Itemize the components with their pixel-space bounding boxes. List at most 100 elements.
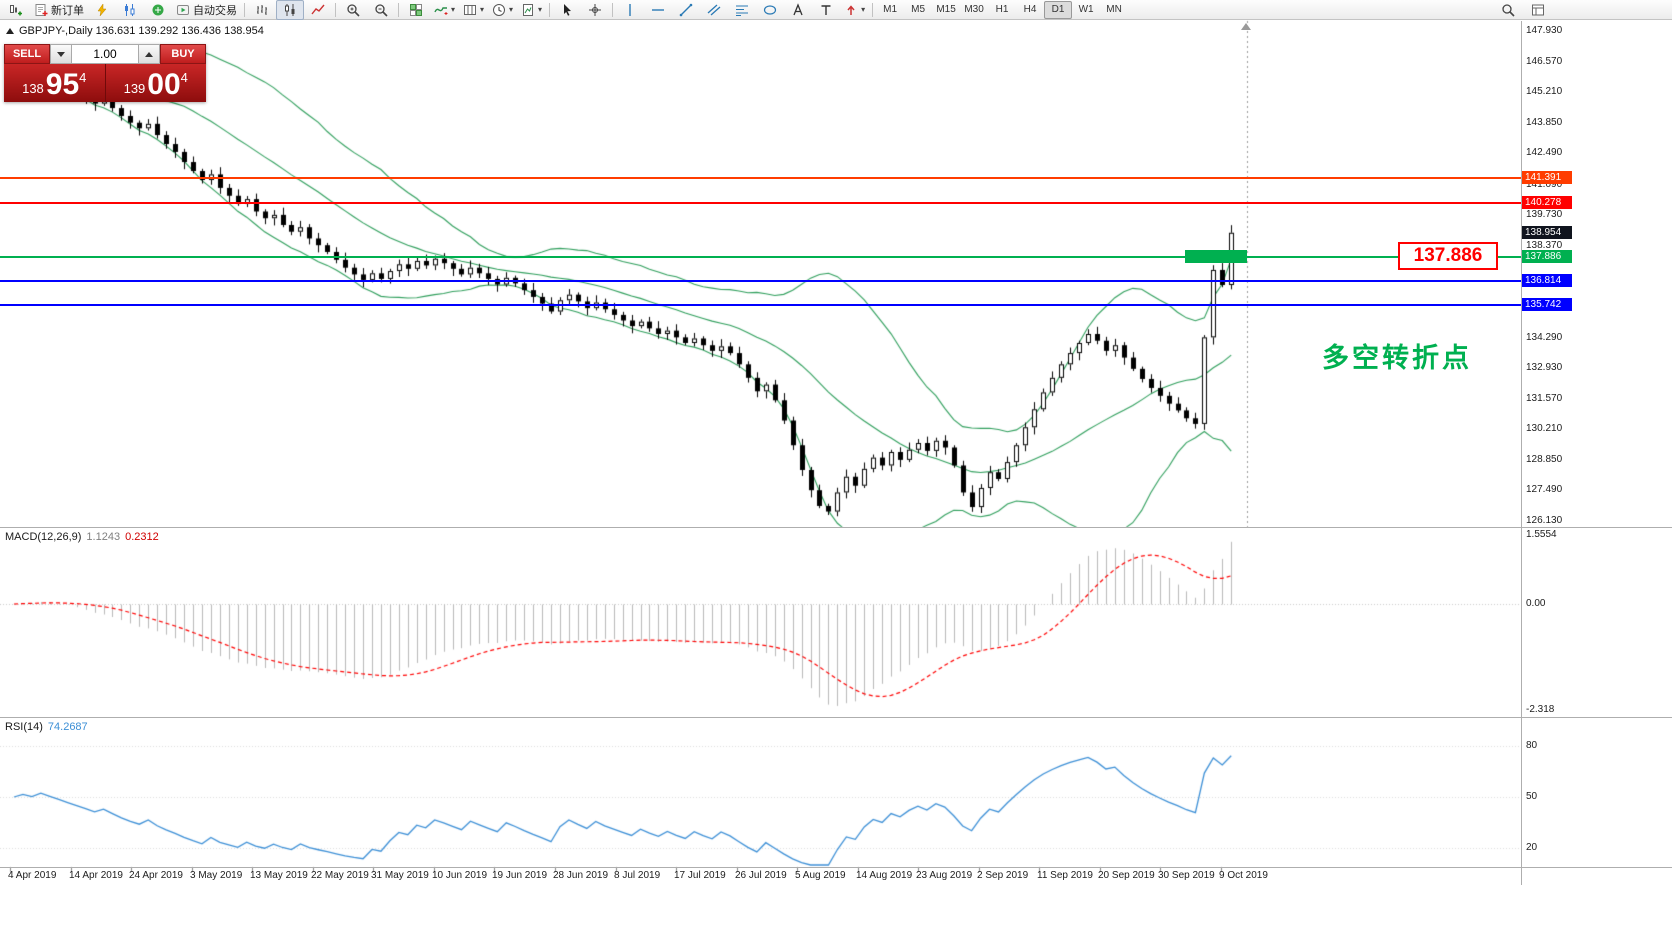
new-chart-button[interactable] <box>2 0 30 20</box>
date-axis-label[interactable]: 24 Apr 2019 <box>129 870 183 881</box>
chart-info-line: GBPJPY-,Daily 136.631 139.292 136.436 13… <box>6 25 264 37</box>
rsi-panel-separator[interactable] <box>0 717 1672 718</box>
cursor-tool-button[interactable] <box>553 0 581 20</box>
price-scale-label: 146.570 <box>1526 56 1563 67</box>
dropdown-caret-icon[interactable]: ▾ <box>538 4 543 14</box>
resistance-141-391-line[interactable] <box>0 177 1521 179</box>
market-watch-button[interactable] <box>116 0 144 20</box>
date-axis-label[interactable]: 31 May 2019 <box>371 870 429 881</box>
tile-windows-button[interactable] <box>402 0 430 20</box>
date-axis-label[interactable]: 13 May 2019 <box>250 870 308 881</box>
timeframe-m15-button[interactable]: M15 <box>936 4 956 15</box>
oneclick-collapse-icon[interactable] <box>6 28 14 34</box>
date-axis-label[interactable]: 19 Jun 2019 <box>492 870 548 881</box>
zoom-in-button[interactable] <box>339 0 367 20</box>
fibonacci-tool-button[interactable] <box>728 0 756 20</box>
pivot-137-886-price-tag: 137.886 <box>1522 250 1572 263</box>
line-chart-mode-button[interactable] <box>304 0 332 20</box>
highlight-rectangle[interactable] <box>1185 250 1247 263</box>
macd-panel-separator[interactable] <box>0 527 1672 528</box>
trendline-tool-button[interactable] <box>672 0 700 20</box>
vertical-line-tool-button[interactable] <box>616 0 644 20</box>
navigator-button[interactable] <box>144 0 172 20</box>
data-window-button[interactable] <box>1524 0 1552 20</box>
date-axis-label[interactable]: 4 Apr 2019 <box>8 870 57 881</box>
dropdown-caret-icon[interactable]: ▾ <box>480 4 485 14</box>
support-135-742-line[interactable] <box>0 304 1521 306</box>
candlestick-mode-button[interactable] <box>276 0 304 20</box>
timeframe-d1-button[interactable]: D1 <box>1044 0 1073 19</box>
date-axis-label[interactable]: 30 Sep 2019 <box>1158 870 1215 881</box>
sell-price-display[interactable]: 138 95 4 <box>4 64 105 102</box>
auto-trading-button[interactable]: 自动交易 <box>172 0 241 20</box>
cursor-icon <box>560 3 574 17</box>
templates-menu-button[interactable]: ▾ <box>517 0 546 20</box>
horizontal-line-tool-button[interactable] <box>644 0 672 20</box>
date-axis-label[interactable]: 22 May 2019 <box>311 870 369 881</box>
volume-input[interactable] <box>72 44 138 64</box>
dropdown-caret-icon[interactable]: ▾ <box>451 4 456 14</box>
resistance-140-278-line[interactable] <box>0 202 1521 204</box>
volume-increase-button[interactable] <box>138 44 160 64</box>
date-axis-label[interactable]: 5 Aug 2019 <box>795 870 846 881</box>
date-axis-label[interactable]: 9 Oct 2019 <box>1219 870 1268 881</box>
timeframe-m30-button[interactable]: M30 <box>964 4 984 15</box>
price-scale-separator[interactable] <box>1521 21 1522 885</box>
turning-point-annotation[interactable]: 多空转折点 <box>1322 343 1472 373</box>
new-order-button[interactable]: 新订单 <box>30 0 88 20</box>
price-scale-label: 142.490 <box>1526 147 1563 158</box>
timeframe-m5-button[interactable]: M5 <box>911 4 926 15</box>
rsi-scale-20: 20 <box>1526 842 1538 853</box>
date-axis-label[interactable]: 17 Jul 2019 <box>674 870 726 881</box>
metaeditor-button[interactable] <box>88 0 116 20</box>
date-axis-label[interactable]: 14 Apr 2019 <box>69 870 123 881</box>
dropdown-caret-icon[interactable]: ▾ <box>861 4 866 14</box>
date-axis-label[interactable]: 3 May 2019 <box>190 870 243 881</box>
toolbar-separator <box>872 2 874 17</box>
dropdown-caret-icon[interactable]: ▾ <box>509 4 514 14</box>
volume-decrease-button[interactable] <box>50 44 72 64</box>
support-136-814-line[interactable] <box>0 280 1521 282</box>
label-tool-button[interactable] <box>812 0 840 20</box>
fibo-icon <box>735 3 749 17</box>
navigator-icon <box>151 3 165 17</box>
chart-shift-marker-icon[interactable] <box>1241 23 1251 30</box>
pivot-137-886-line[interactable] <box>0 256 1521 258</box>
timeframe-mn-button[interactable]: MN <box>1106 4 1122 15</box>
date-axis-label[interactable]: 11 Sep 2019 <box>1037 870 1093 881</box>
date-axis-label[interactable]: 23 Aug 2019 <box>916 870 973 881</box>
timeframe-w1-button[interactable]: W1 <box>1078 4 1094 15</box>
new-order-label: 新订单 <box>51 4 84 17</box>
date-axis-label[interactable]: 10 Jun 2019 <box>432 870 488 881</box>
date-axis-label[interactable]: 20 Sep 2019 <box>1098 870 1155 881</box>
buy-price-display[interactable]: 139 00 4 <box>106 64 207 102</box>
date-axis-label[interactable]: 2 Sep 2019 <box>977 870 1029 881</box>
timeframe-m1-button[interactable]: M1 <box>883 4 898 15</box>
timeframe-menu-button[interactable]: ▾ <box>488 0 517 20</box>
date-axis-label[interactable]: 26 Jul 2019 <box>735 870 787 881</box>
price-scale-label: 126.130 <box>1526 515 1563 526</box>
zoom-out-button[interactable] <box>367 0 395 20</box>
oneclick-controls-row: SELL BUY <box>4 44 206 64</box>
price-divider <box>104 64 106 102</box>
indicators-menu-button[interactable]: ▾ <box>430 0 459 20</box>
timeframe-h4-button[interactable]: H4 <box>1023 4 1037 15</box>
periods-menu-button[interactable]: ▾ <box>459 0 488 20</box>
shapes-tool-button[interactable] <box>756 0 784 20</box>
search-button[interactable] <box>1494 0 1522 20</box>
bar-chart-mode-button[interactable] <box>248 0 276 20</box>
timeframe-h1-button[interactable]: H1 <box>995 4 1009 15</box>
channel-tool-button[interactable] <box>700 0 728 20</box>
date-axis-label[interactable]: 8 Jul 2019 <box>614 870 661 881</box>
price-annotation-box[interactable]: 137.886 <box>1398 242 1498 270</box>
date-axis-label[interactable]: 28 Jun 2019 <box>553 870 609 881</box>
sell-button[interactable]: SELL <box>4 44 50 64</box>
text-tool-button[interactable] <box>784 0 812 20</box>
date-axis-label[interactable]: 14 Aug 2019 <box>856 870 913 881</box>
buy-button[interactable]: BUY <box>160 44 206 64</box>
arrows-tool-button[interactable]: ▾ <box>840 0 869 20</box>
arrows-icon <box>844 3 858 17</box>
crosshair-tool-button[interactable] <box>581 0 609 20</box>
